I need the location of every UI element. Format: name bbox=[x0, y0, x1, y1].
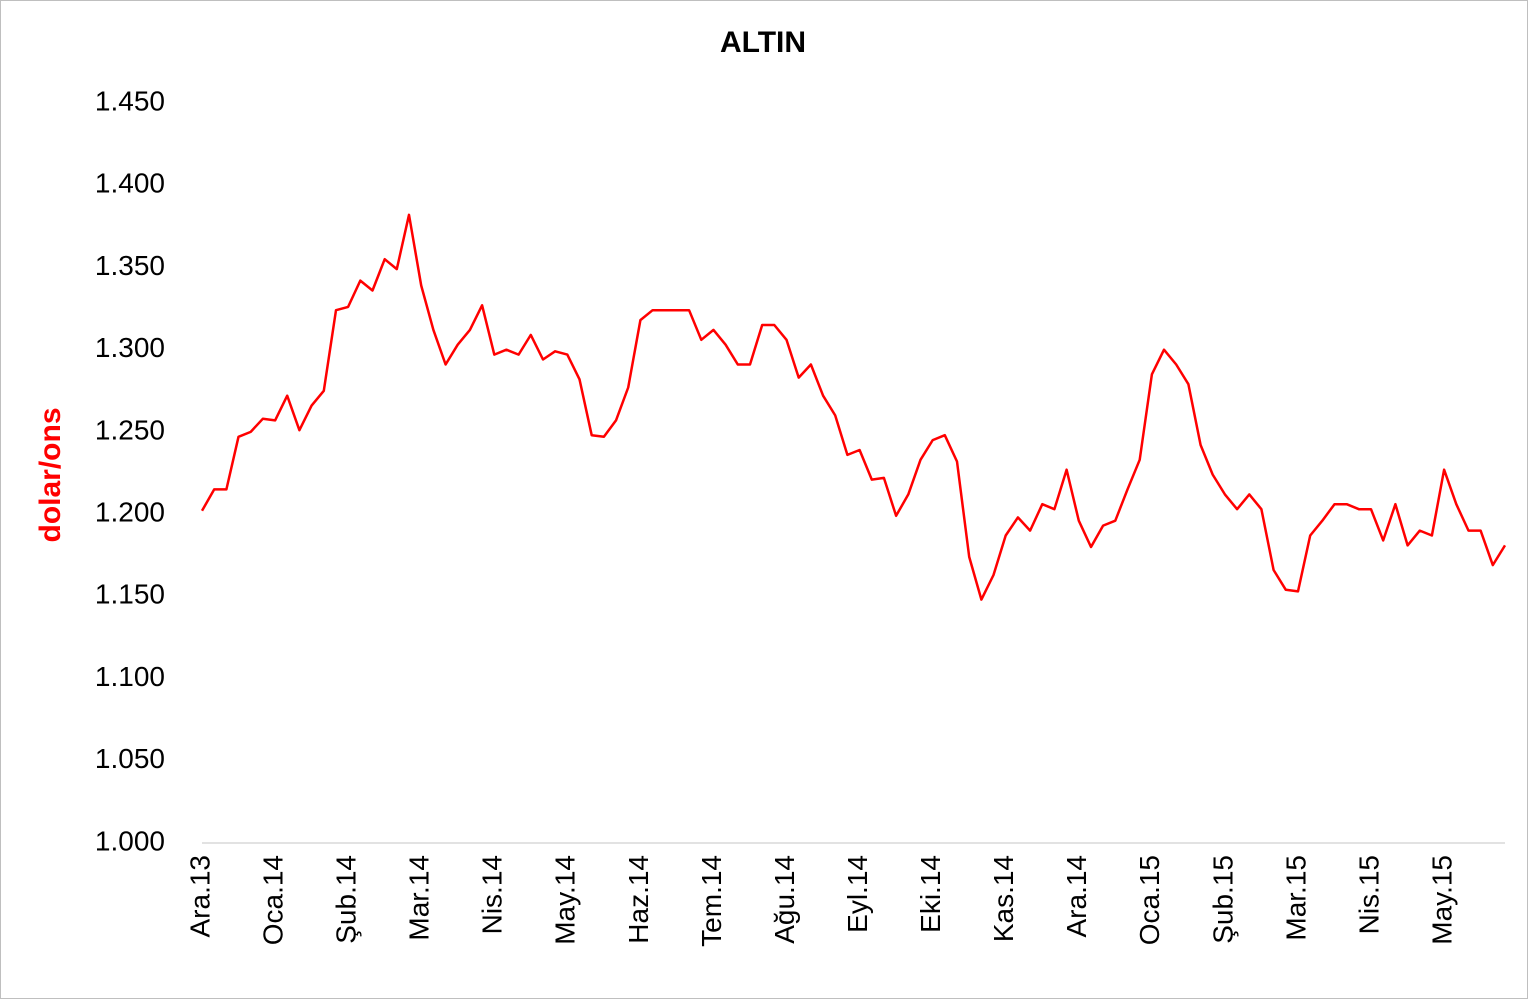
x-tick-label: Ara.13 bbox=[184, 855, 215, 938]
x-tick-label: Eyl.14 bbox=[842, 855, 873, 933]
x-tick-label: Nis.14 bbox=[477, 855, 508, 934]
x-tick-label: Mar.14 bbox=[404, 855, 435, 941]
y-tick-label: 1.000 bbox=[95, 825, 165, 856]
y-tick-label: 1.100 bbox=[95, 661, 165, 692]
x-tick-label: Nis.15 bbox=[1353, 855, 1384, 934]
x-tick-label: Şub.14 bbox=[331, 855, 362, 944]
x-tick-label: Kas.14 bbox=[988, 855, 1019, 942]
x-tick-label: Oca.14 bbox=[257, 855, 288, 945]
price-line bbox=[200, 213, 1507, 601]
x-tick-label: Ara.14 bbox=[1061, 855, 1092, 938]
x-tick-label: Haz.14 bbox=[623, 855, 654, 944]
x-tick-label: May.14 bbox=[550, 855, 581, 945]
x-tick-label: Ağu.14 bbox=[769, 855, 800, 944]
y-tick-label: 1.250 bbox=[95, 414, 165, 445]
y-tick-label: 1.200 bbox=[95, 497, 165, 528]
x-tick-label: Oca.15 bbox=[1134, 855, 1165, 945]
y-tick-label: 1.450 bbox=[95, 85, 165, 116]
x-tick-label: May.15 bbox=[1427, 855, 1458, 945]
x-tick-label: Eki.14 bbox=[915, 855, 946, 933]
x-tick-label: Şub.15 bbox=[1207, 855, 1238, 944]
x-tick-label: Mar.15 bbox=[1280, 855, 1311, 941]
y-tick-label: 1.350 bbox=[95, 250, 165, 281]
x-tick-label: Tem.14 bbox=[696, 855, 727, 947]
chart-title: ALTIN bbox=[720, 26, 806, 59]
y-tick-label: 1.400 bbox=[95, 168, 165, 199]
y-axis-label: dolar/ons bbox=[34, 407, 67, 542]
y-tick-label: 1.050 bbox=[95, 743, 165, 774]
y-tick-label: 1.300 bbox=[95, 332, 165, 363]
y-tick-label: 1.150 bbox=[95, 579, 165, 610]
